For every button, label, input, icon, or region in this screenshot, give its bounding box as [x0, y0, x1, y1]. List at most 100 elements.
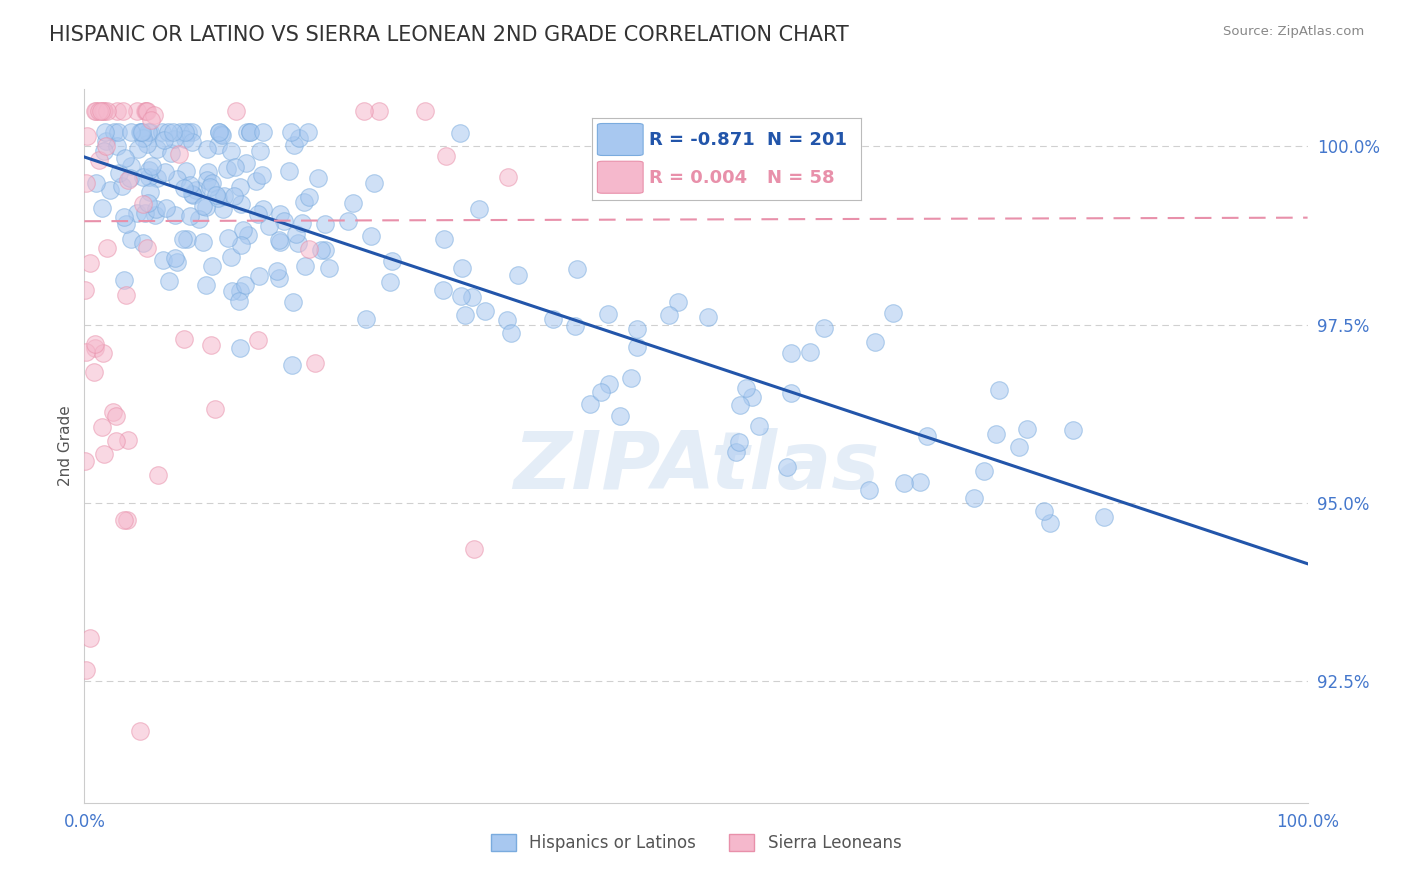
Point — [83, 337, 105, 351]
Point — [727, 435, 749, 450]
Point — [245, 174, 267, 188]
Point — [96, 241, 118, 255]
Point — [666, 294, 689, 309]
Point — [200, 338, 222, 352]
Text: HISPANIC OR LATINO VS SIERRA LEONEAN 2ND GRADE CORRELATION CHART: HISPANIC OR LATINO VS SIERRA LEONEAN 2ND… — [49, 25, 849, 45]
Point — [90, 103, 112, 118]
Point — [198, 180, 221, 194]
Point — [94, 125, 117, 139]
Point — [127, 103, 149, 118]
Text: Source: ZipAtlas.com: Source: ZipAtlas.com — [1223, 25, 1364, 38]
Point — [165, 251, 187, 265]
Point — [103, 125, 125, 139]
Point — [269, 233, 291, 247]
Point — [775, 460, 797, 475]
Point — [222, 189, 245, 203]
Point — [249, 145, 271, 159]
Point — [454, 308, 477, 322]
Point — [197, 165, 219, 179]
Point — [1008, 440, 1031, 454]
Text: N = 58: N = 58 — [766, 169, 835, 186]
Point — [96, 139, 118, 153]
Point — [79, 256, 101, 270]
Point — [285, 227, 308, 241]
Point — [91, 346, 114, 360]
Point — [138, 169, 160, 184]
Point — [314, 243, 336, 257]
Point — [91, 103, 114, 118]
Point — [893, 475, 915, 490]
Point — [93, 446, 115, 460]
Point — [288, 131, 311, 145]
Point — [174, 164, 197, 178]
FancyBboxPatch shape — [598, 123, 643, 155]
Point — [211, 128, 233, 142]
Point — [266, 264, 288, 278]
Point — [153, 165, 176, 179]
Point — [83, 103, 105, 118]
Point — [252, 202, 274, 216]
Point — [221, 250, 243, 264]
Point — [269, 235, 291, 249]
Point — [195, 142, 218, 156]
Point — [813, 321, 835, 335]
Point — [378, 275, 401, 289]
Point — [564, 319, 586, 334]
Point — [120, 125, 142, 139]
Point — [167, 146, 190, 161]
Point — [209, 128, 232, 142]
Point — [280, 358, 302, 372]
Point — [257, 219, 280, 233]
Point — [143, 108, 166, 122]
Point — [963, 491, 986, 505]
Point — [89, 153, 111, 167]
Point — [162, 125, 184, 139]
Point — [132, 197, 155, 211]
Point — [181, 136, 204, 150]
Point — [108, 166, 131, 180]
Point — [125, 206, 148, 220]
Point — [283, 137, 305, 152]
Point — [247, 207, 270, 221]
Point — [172, 232, 194, 246]
Point — [287, 235, 309, 250]
Point — [132, 130, 155, 145]
Point — [152, 252, 174, 267]
Point — [111, 178, 134, 193]
Point — [432, 283, 454, 297]
Point — [298, 243, 321, 257]
Point — [136, 125, 159, 139]
Point — [626, 322, 648, 336]
Point — [314, 217, 336, 231]
Point — [451, 261, 474, 276]
Point — [156, 125, 179, 139]
Point — [100, 184, 122, 198]
Point — [135, 103, 157, 118]
Point — [215, 162, 238, 177]
Point — [626, 341, 648, 355]
Point — [336, 214, 359, 228]
Point — [463, 542, 485, 557]
Point — [498, 169, 520, 184]
Point — [247, 269, 270, 284]
Point — [169, 125, 191, 139]
Point — [1092, 510, 1115, 524]
Point — [208, 125, 231, 139]
Point — [432, 232, 454, 246]
Point — [191, 235, 214, 249]
Point — [160, 145, 183, 160]
Point — [247, 333, 270, 347]
Point — [191, 199, 214, 213]
Point — [201, 176, 224, 190]
Point — [83, 341, 105, 355]
Point — [145, 142, 167, 156]
Point — [181, 186, 204, 201]
Point — [235, 156, 257, 170]
Point — [117, 513, 139, 527]
Point — [208, 125, 231, 139]
Point — [297, 190, 319, 204]
Point — [865, 334, 887, 349]
Point — [132, 236, 155, 251]
Point — [434, 148, 457, 162]
Point — [120, 232, 142, 246]
